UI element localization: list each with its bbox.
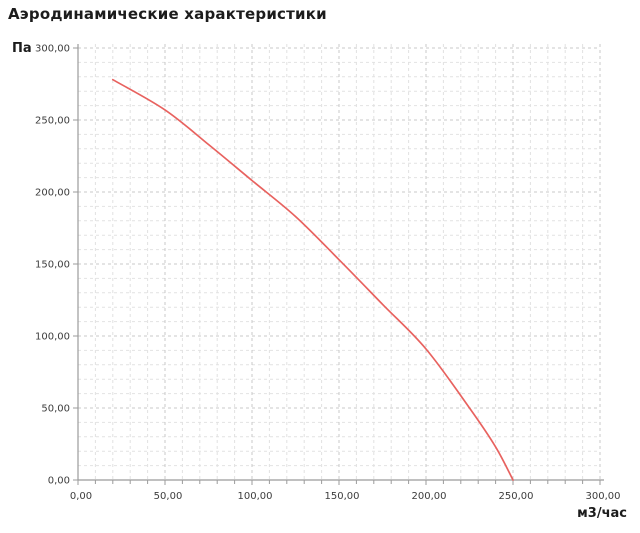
y-tick-label: 300,00 xyxy=(35,44,70,55)
x-tick-label: 50,00 xyxy=(154,491,183,502)
x-tick-label: 300,00 xyxy=(586,491,621,502)
x-axis-unit-label: м3/час xyxy=(577,506,627,521)
x-tick-label: 200,00 xyxy=(412,491,447,502)
x-tick-label: 250,00 xyxy=(499,491,534,502)
y-tick-label: 150,00 xyxy=(35,260,70,271)
y-tick-label: 250,00 xyxy=(35,116,70,127)
y-tick-label: 0,00 xyxy=(48,476,70,487)
y-axis-unit-label: Па xyxy=(12,41,32,56)
x-tick-label: 150,00 xyxy=(325,491,360,502)
y-tick-label: 200,00 xyxy=(35,188,70,199)
x-tick-label: 0,00 xyxy=(70,491,92,502)
y-tick-label: 50,00 xyxy=(41,404,70,415)
page-title: Аэродинамические характеристики xyxy=(8,5,327,23)
y-tick-label: 100,00 xyxy=(35,332,70,343)
pressure-flow-curve xyxy=(111,78,514,481)
x-tick-label: 100,00 xyxy=(238,491,273,502)
